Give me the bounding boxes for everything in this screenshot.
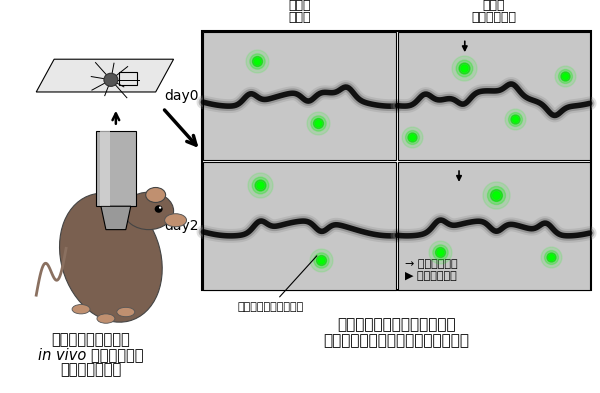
Ellipse shape <box>124 192 173 230</box>
Polygon shape <box>101 206 131 230</box>
Bar <box>398 162 590 290</box>
Text: 野生型: 野生型 <box>288 0 311 13</box>
Bar <box>398 32 590 160</box>
Bar <box>202 31 590 290</box>
Text: 自閉症: 自閉症 <box>482 0 505 13</box>
Text: 計測技術の開発: 計測技術の開発 <box>61 363 122 378</box>
Bar <box>203 162 395 290</box>
Ellipse shape <box>72 305 90 314</box>
Bar <box>203 32 395 160</box>
Polygon shape <box>36 59 173 92</box>
Bar <box>119 72 137 85</box>
Ellipse shape <box>59 193 162 322</box>
Text: シナプス後部マーカー: シナプス後部マーカー <box>238 256 317 312</box>
Bar <box>203 162 395 290</box>
Bar <box>398 32 590 160</box>
Bar <box>203 32 395 160</box>
Ellipse shape <box>146 187 166 202</box>
Text: モデルマウス: モデルマウス <box>471 11 516 24</box>
Circle shape <box>155 205 163 213</box>
Text: 二光子顕微鏡による: 二光子顕微鏡による <box>52 332 130 348</box>
Bar <box>398 162 590 290</box>
Text: day2: day2 <box>164 219 199 233</box>
Text: → 新生シナプス: → 新生シナプス <box>404 259 457 269</box>
Text: 複数の自閉症モデルマウスに: 複数の自閉症モデルマウスに <box>337 317 456 332</box>
Text: ▶ 消失シナプス: ▶ 消失シナプス <box>404 272 456 281</box>
Circle shape <box>159 206 161 209</box>
Text: in vivo シナプス動態: in vivo シナプス動態 <box>38 347 144 363</box>
Text: day0: day0 <box>164 89 199 103</box>
Ellipse shape <box>117 307 135 317</box>
Bar <box>96 131 136 206</box>
Text: 共通したシナプス動態の亢進を発見: 共通したシナプス動態の亢進を発見 <box>323 334 470 349</box>
Bar <box>100 131 110 206</box>
Ellipse shape <box>164 214 187 227</box>
Circle shape <box>104 73 118 86</box>
Text: マウス: マウス <box>288 11 311 24</box>
Ellipse shape <box>97 314 115 323</box>
